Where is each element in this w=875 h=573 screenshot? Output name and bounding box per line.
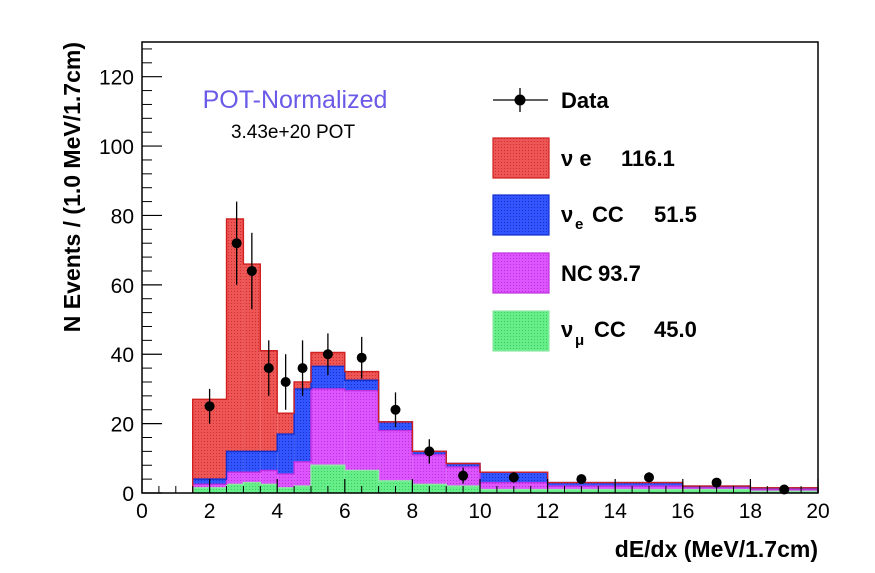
legend-entry-nc: NC 93.7	[492, 252, 641, 294]
x-tick-label: 10	[468, 500, 491, 523]
y-axis: 0 20 40 60 80 100 120	[99, 48, 162, 506]
y-tick-label: 0	[122, 483, 134, 506]
data-point	[576, 474, 587, 485]
data-point	[711, 477, 722, 488]
legend: Data ν e 116.1 ν e CC 51.5 NC 93.7 ν μ C…	[492, 88, 697, 352]
bar-nue-cc	[446, 463, 480, 467]
svg-text:CC: CC	[594, 317, 626, 342]
bar-numu-cc	[260, 484, 278, 493]
bar-numu-cc	[294, 486, 311, 493]
bar-nue-cc	[547, 482, 616, 487]
y-tick-label: 80	[111, 205, 134, 228]
bar-nue-cc	[277, 434, 295, 474]
y-tick-label: 40	[111, 344, 134, 367]
bar-nu-e	[260, 350, 278, 452]
y-tick-label: 60	[111, 275, 134, 298]
legend-entry-nue-cc: ν e CC 51.5	[492, 194, 697, 236]
data-point	[297, 363, 308, 374]
data-point	[390, 404, 401, 415]
bar-nc	[311, 388, 345, 466]
data-point	[263, 363, 274, 374]
svg-text:51.5: 51.5	[654, 202, 697, 227]
bar-nc	[378, 430, 413, 481]
x-axis-title: dE/dx (MeV/1.7cm)	[615, 536, 818, 562]
x-tick-label: 16	[671, 500, 694, 523]
data-point	[231, 238, 242, 249]
stacked-bars	[192, 218, 818, 493]
y-tick-label: 120	[99, 67, 134, 90]
svg-text:Data: Data	[561, 88, 609, 113]
data-point	[424, 446, 435, 457]
bar-numu-cc	[226, 484, 244, 493]
x-tick-label: 6	[339, 500, 351, 523]
data-point	[644, 472, 654, 483]
exposure-annotation: 3.43e+20 POT	[231, 122, 356, 143]
data-point	[458, 470, 469, 481]
legend-entry-numu-cc: ν μ CC 45.0	[492, 310, 697, 352]
bar-nc	[243, 472, 261, 483]
bar-nue-cc	[243, 451, 261, 473]
data-point	[280, 376, 291, 387]
x-tick-label: 14	[604, 500, 628, 523]
x-tick-label: 2	[204, 500, 216, 523]
svg-text:45.0: 45.0	[654, 317, 697, 342]
bar-nc	[294, 461, 311, 487]
bar-nc	[260, 470, 278, 485]
outline-nu-e	[192, 218, 819, 493]
bar-nu-e	[226, 218, 244, 452]
svg-text:ν e: ν e	[561, 146, 592, 171]
data-point	[204, 401, 215, 412]
y-tick-label: 100	[99, 136, 134, 159]
data-point	[322, 349, 333, 360]
headline-annotation: POT-Normalized	[203, 86, 388, 114]
x-tick-label: 8	[407, 500, 419, 523]
bar-nue-cc	[311, 366, 345, 389]
svg-text:ν: ν	[561, 202, 573, 227]
svg-text:e: e	[575, 216, 583, 233]
bar-nu-e	[243, 264, 261, 452]
bar-nue-cc	[344, 380, 379, 391]
x-tick-label: 18	[739, 500, 762, 523]
data-point	[356, 352, 367, 363]
bar-nue-cc	[226, 451, 244, 473]
bar-nue-cc	[294, 388, 311, 462]
y-axis-title: N Events / (1.0 MeV/1.7cm)	[59, 42, 85, 332]
x-tick-label: 4	[271, 500, 283, 523]
legend-entry-data: Data	[493, 88, 609, 113]
svg-text:CC: CC	[592, 202, 624, 227]
bar-numu-cc	[243, 482, 261, 493]
x-tick-label: 0	[136, 500, 148, 523]
bar-nue-cc	[615, 482, 683, 487]
bar-nu-e	[277, 413, 295, 435]
bar-numu-cc	[344, 470, 379, 493]
svg-text:NC: NC	[561, 261, 593, 286]
data-point	[508, 472, 519, 483]
data-point	[246, 265, 257, 276]
x-tick-label: 20	[806, 500, 829, 523]
bar-numu-cc	[277, 487, 295, 493]
x-axis: 0 2 4 6 8 10 12 14 16 18 20	[136, 479, 830, 523]
bar-nc	[344, 390, 379, 471]
bar-nc	[277, 473, 295, 488]
data-marker-icon	[514, 94, 526, 106]
svg-text:116.1: 116.1	[621, 146, 675, 171]
svg-text:μ: μ	[575, 332, 584, 349]
bar-nue-cc	[260, 451, 278, 471]
y-tick-label: 20	[111, 414, 134, 437]
x-tick-label: 12	[536, 500, 559, 523]
bar-nc	[226, 472, 244, 485]
svg-text:93.7: 93.7	[598, 261, 641, 286]
legend-entry-nu-e: ν e 116.1	[492, 137, 675, 179]
svg-text:ν: ν	[561, 317, 573, 342]
